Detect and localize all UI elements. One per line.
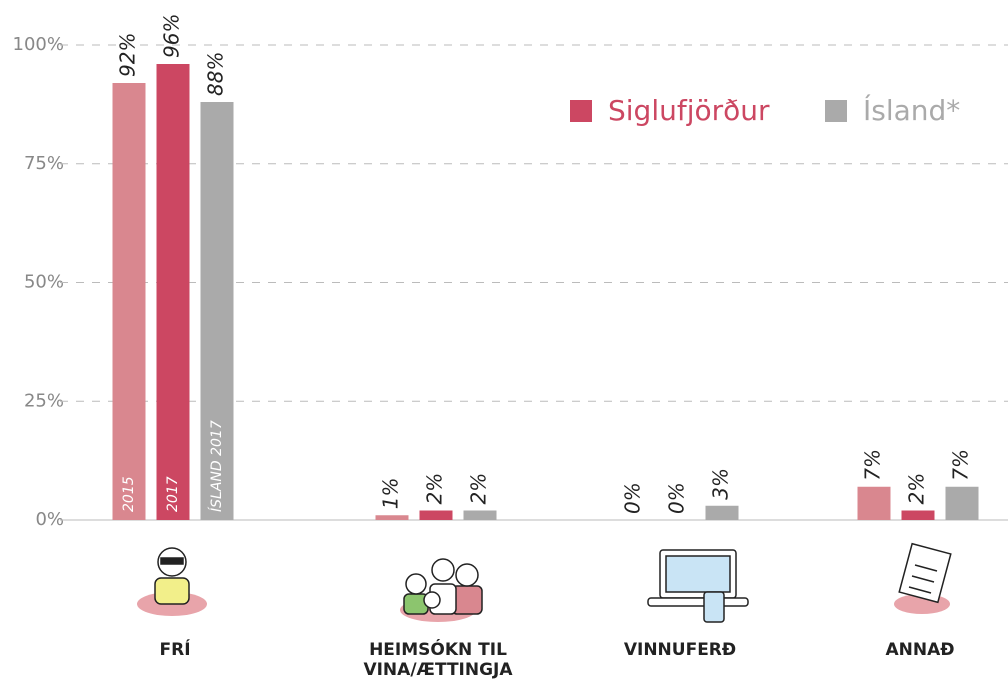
x-tick-label: VINNUFERÐ bbox=[595, 640, 765, 660]
icon-family bbox=[400, 559, 482, 622]
legend-label: Siglufjörður bbox=[608, 94, 770, 127]
bar bbox=[113, 83, 146, 520]
bar bbox=[376, 515, 409, 520]
bar bbox=[902, 511, 935, 521]
icon-holiday bbox=[137, 548, 207, 616]
value-label: 2% bbox=[423, 473, 447, 505]
y-tick-label: 25% bbox=[24, 390, 64, 411]
value-label: 2% bbox=[467, 473, 491, 505]
y-tick-label: 50% bbox=[24, 272, 64, 293]
icon-work bbox=[648, 550, 748, 622]
value-label: 96% bbox=[160, 14, 184, 58]
value-label: 3% bbox=[709, 468, 733, 500]
icon-other bbox=[894, 544, 951, 614]
series-label: ÍSLAND 2017 bbox=[208, 420, 225, 512]
bar bbox=[420, 511, 453, 521]
value-label: 7% bbox=[949, 449, 973, 481]
legend-label: Ísland* bbox=[863, 93, 960, 127]
page: 0% 25% 50% 75% 100% 92% 2015 1% 0% 7% 96% 2017 2% 0% 2… bbox=[0, 0, 1008, 692]
value-label: 1% bbox=[379, 478, 403, 510]
y-tick-label: 0% bbox=[35, 509, 64, 530]
x-tick-label: ANNAÐ bbox=[835, 640, 1005, 660]
legend-swatch bbox=[570, 100, 592, 122]
value-label: 88% bbox=[204, 52, 228, 96]
value-label: 2% bbox=[905, 473, 929, 505]
value-label: 0% bbox=[621, 482, 645, 514]
value-label: 0% bbox=[665, 482, 689, 514]
bar bbox=[946, 487, 979, 520]
bar bbox=[464, 511, 497, 521]
value-label: 7% bbox=[861, 449, 885, 481]
x-tick-label: FRÍ bbox=[90, 640, 260, 660]
series-label: 2017 bbox=[165, 476, 181, 512]
bar bbox=[706, 506, 739, 520]
chart: 0% 25% 50% 75% 100% 92% 2015 1% 0% 7% 96% 2017 2% 0% 2… bbox=[0, 0, 1008, 692]
x-tick-label: HEIMSÓKN TIL VINA/ÆTTINGJA bbox=[353, 640, 523, 680]
bar bbox=[157, 64, 190, 520]
legend-swatch bbox=[825, 100, 847, 122]
value-label: 92% bbox=[116, 33, 140, 77]
y-tick-label: 100% bbox=[13, 34, 64, 55]
y-tick-label: 75% bbox=[24, 153, 64, 174]
bar bbox=[858, 487, 891, 520]
series-label: 2015 bbox=[121, 476, 137, 512]
